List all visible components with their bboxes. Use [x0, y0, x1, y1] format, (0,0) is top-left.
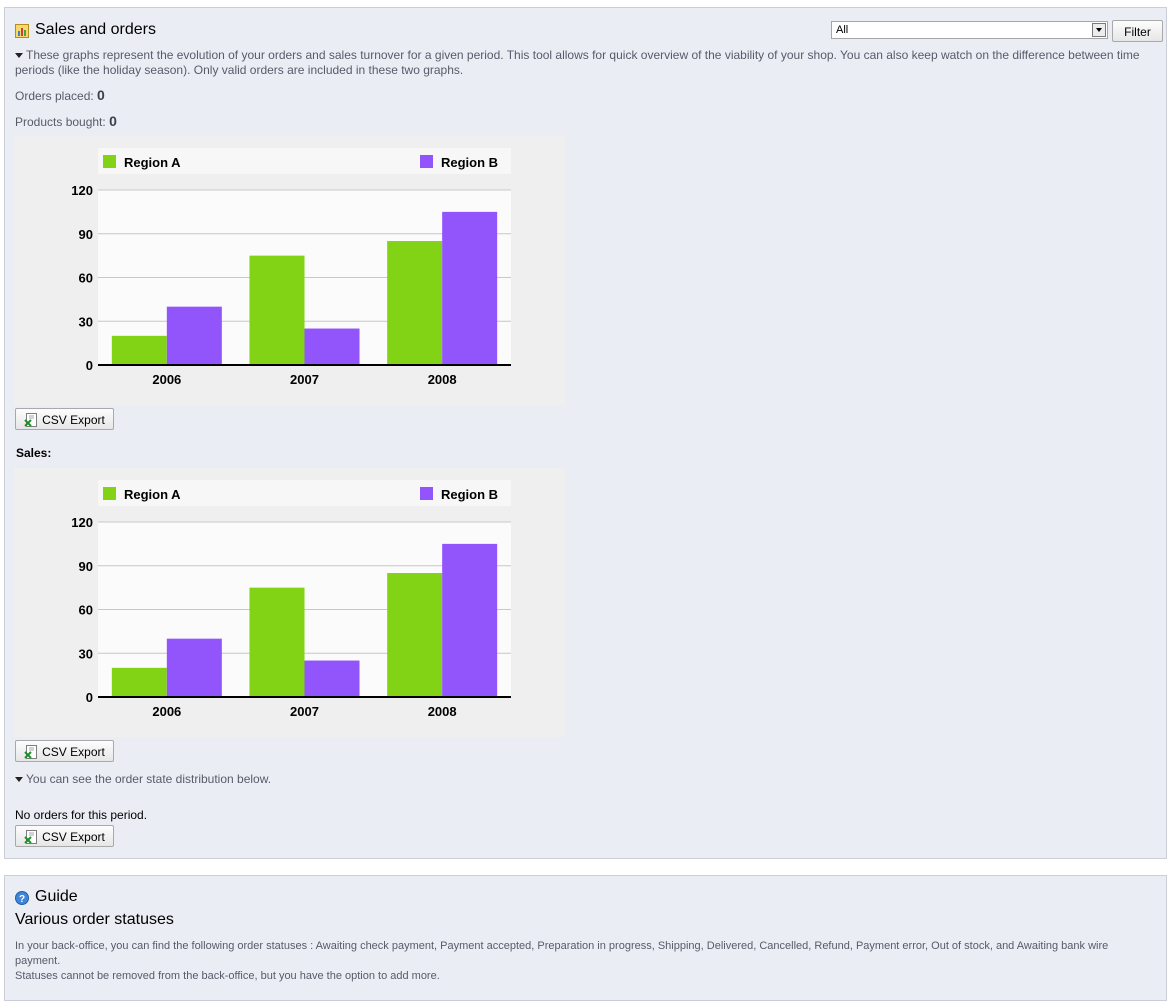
x-tick-label: 2006: [152, 372, 181, 387]
y-tick-label: 30: [79, 314, 93, 329]
collapse-arrow-icon[interactable]: [15, 777, 23, 782]
bar-region-a-2007: [249, 587, 305, 697]
orders-bar-chart: Region A Region B 0 30 60 90 120 2006 2007 2008: [71, 148, 511, 387]
orders-placed-label: Orders placed:: [15, 89, 94, 103]
legend-swatch: [420, 487, 433, 500]
spreadsheet-icon: [24, 745, 38, 759]
csv-export-button[interactable]: CSV Export: [15, 740, 114, 762]
orders-chart: Region A Region B 0 30 60 90 120 2006 2007 2008: [14, 136, 565, 405]
csv-export-button[interactable]: CSV Export: [15, 408, 114, 430]
help-icon: ?: [15, 891, 29, 905]
guide-title: Guide: [35, 888, 78, 905]
panel-title: Sales and orders: [35, 21, 156, 38]
distribution-text: You can see the order state distribution…: [26, 772, 272, 786]
guide-panel: ? Guide Various order statuses In your b…: [4, 875, 1167, 1001]
y-tick-label: 0: [86, 358, 93, 373]
products-bought-value: 0: [109, 113, 117, 129]
select-value: All: [836, 24, 849, 36]
legend-box: [98, 148, 511, 174]
no-orders-text: No orders for this period.: [15, 808, 148, 822]
svg-text:?: ?: [19, 894, 25, 905]
csv-export-label: CSV Export: [42, 745, 105, 759]
legend-label: Region A: [124, 155, 181, 170]
spreadsheet-icon: [24, 413, 38, 427]
bar-region-b-2008: [442, 211, 498, 365]
bar-region-a-2008: [387, 241, 443, 365]
y-tick-label: 90: [79, 559, 93, 574]
description: These graphs represent the evolution of …: [15, 48, 1145, 78]
legend-box: [98, 480, 511, 506]
y-tick-label: 0: [86, 690, 93, 705]
sales-bar-chart: Region A Region B 0 30 60 90 120 2006 2007 2008: [71, 480, 511, 719]
guide-line-2: Statuses cannot be removed from the back…: [15, 970, 440, 982]
x-tick-label: 2008: [428, 704, 457, 719]
legend-label: Region A: [124, 487, 181, 502]
period-filter-select[interactable]: All: [831, 21, 1108, 39]
csv-export-button[interactable]: CSV Export: [15, 825, 114, 847]
spreadsheet-icon: [24, 830, 38, 844]
sales-label: Sales:: [16, 446, 52, 460]
bar-region-a-2006: [111, 335, 167, 365]
x-tick-label: 2007: [290, 372, 319, 387]
chevron-down-icon: [1092, 23, 1106, 37]
x-tick-label: 2007: [290, 704, 319, 719]
x-tick-label: 2006: [152, 704, 181, 719]
y-tick-label: 60: [79, 603, 93, 618]
bar-region-b-2006: [166, 638, 222, 697]
guide-line-1: In your back-office, you can find the fo…: [15, 940, 1109, 967]
legend-label: Region B: [441, 487, 498, 502]
chart-icon: [15, 24, 29, 38]
csv-export-label: CSV Export: [42, 830, 105, 844]
csv-export-label: CSV Export: [42, 413, 105, 427]
description-text: These graphs represent the evolution of …: [15, 48, 1140, 77]
bar-region-a-2007: [249, 255, 305, 365]
products-bought: Products bought: 0: [15, 113, 117, 129]
products-bought-label: Products bought:: [15, 115, 106, 129]
bar-region-b-2007: [304, 328, 360, 365]
filter-button[interactable]: Filter: [1112, 20, 1163, 42]
sales-chart: Region A Region B 0 30 60 90 120 2006 2007 2008: [14, 468, 565, 737]
guide-text: In your back-office, you can find the fo…: [15, 939, 1145, 984]
bar-region-a-2006: [111, 667, 167, 697]
y-tick-label: 90: [79, 227, 93, 242]
y-tick-label: 120: [71, 183, 93, 198]
sales-orders-panel: Sales and orders All Filter These graphs…: [4, 7, 1167, 859]
bar-region-b-2008: [442, 543, 498, 697]
y-tick-label: 120: [71, 515, 93, 530]
y-tick-label: 30: [79, 646, 93, 661]
legend-label: Region B: [441, 155, 498, 170]
legend-swatch: [103, 155, 116, 168]
bar-region-a-2008: [387, 573, 443, 697]
guide-subtitle: Various order statuses: [15, 911, 174, 928]
legend-swatch: [103, 487, 116, 500]
orders-placed: Orders placed: 0: [15, 87, 105, 103]
collapse-arrow-icon[interactable]: [15, 53, 23, 58]
bar-region-b-2007: [304, 660, 360, 697]
y-tick-label: 60: [79, 271, 93, 286]
bar-region-b-2006: [166, 306, 222, 365]
orders-placed-value: 0: [97, 87, 105, 103]
legend-swatch: [420, 155, 433, 168]
distribution-note: You can see the order state distribution…: [15, 772, 1145, 787]
x-tick-label: 2008: [428, 372, 457, 387]
